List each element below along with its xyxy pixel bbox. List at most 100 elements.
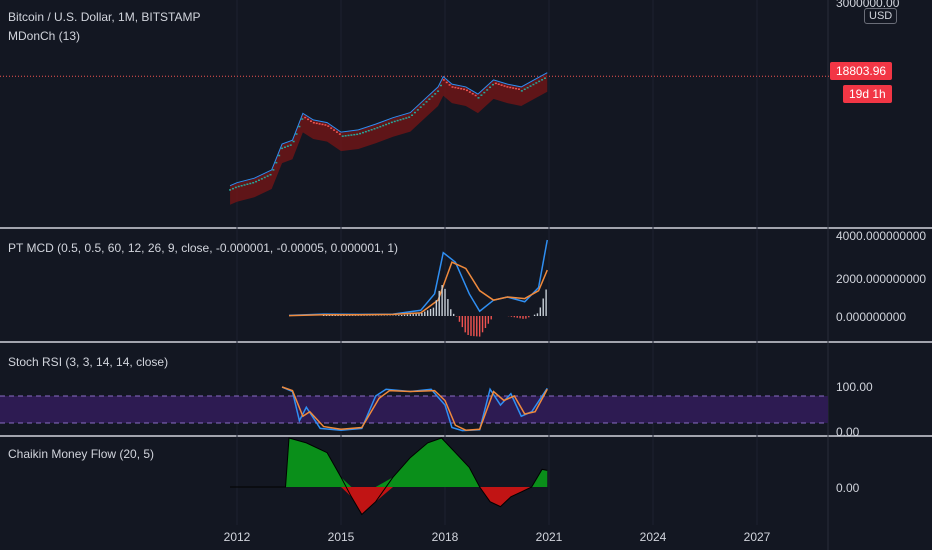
cmf-line	[230, 437, 548, 516]
price-candle	[463, 88, 466, 91]
price-candle	[454, 86, 457, 89]
rsi-series-line	[281, 386, 548, 431]
price-candle	[353, 133, 356, 136]
mcd-histogram-bar	[325, 315, 328, 316]
mcd-histogram-bar	[322, 315, 325, 316]
price-candle	[255, 180, 258, 183]
price-candle	[422, 103, 425, 106]
countdown-badge: 19d 1h	[843, 85, 892, 103]
price-candle	[480, 94, 483, 96]
indicator-ptmcd-label[interactable]: PT MCD (0.5, 0.5, 60, 12, 26, 9, close, …	[8, 241, 399, 255]
price-candle	[231, 187, 234, 190]
mcd-histogram-bar	[464, 316, 466, 333]
mcd-histogram-bar	[337, 315, 339, 316]
mcd-histogram-bar	[432, 307, 435, 316]
mcd-histogram-bar	[461, 316, 464, 328]
price-candle	[379, 125, 382, 128]
price-candle	[260, 178, 263, 180]
mcd-histogram-bar	[516, 316, 518, 318]
price-candle	[338, 133, 341, 135]
rsi-series-line	[281, 386, 548, 432]
price-candle	[448, 84, 451, 86]
mcd-histogram-bar	[452, 313, 455, 316]
price-candle	[425, 101, 428, 103]
mcd-histogram-bar	[331, 315, 334, 316]
price-candle	[370, 129, 373, 131]
mcd-series-line	[288, 261, 548, 317]
mcd-histogram-bar	[458, 316, 461, 322]
mcd-histogram-bar	[467, 316, 469, 335]
price-candle	[359, 132, 362, 135]
mcd-histogram-bar	[441, 285, 443, 316]
mcd-histogram-bar	[519, 316, 521, 319]
price-candle	[413, 111, 416, 114]
price-envelope-line	[229, 72, 548, 187]
price-candle	[515, 87, 518, 90]
price-candle	[431, 95, 434, 98]
price-candle	[517, 88, 520, 90]
mcd-histogram-bar	[334, 315, 336, 316]
mcd-histogram-bar	[542, 298, 544, 316]
mcd-histogram-bar	[412, 314, 414, 316]
price-candle	[335, 131, 338, 133]
mcd-histogram-bar	[528, 316, 530, 318]
price-candle	[321, 123, 324, 126]
price-candle	[240, 184, 243, 187]
price-candle	[304, 116, 307, 119]
donchian-band	[230, 73, 548, 205]
price-candle	[333, 129, 336, 131]
mcd-histogram-bar	[513, 316, 516, 318]
price-candle	[529, 85, 532, 87]
mcd-histogram-bar	[536, 313, 539, 316]
price-candle	[324, 124, 327, 126]
price-candle	[465, 89, 468, 92]
price-candle	[503, 85, 506, 87]
price-candle	[396, 119, 399, 122]
mcd-histogram-bar	[510, 316, 513, 317]
mcd-histogram-bar	[539, 307, 542, 316]
mcd-histogram-bar	[403, 314, 406, 316]
mcd-histogram-bar	[522, 316, 524, 319]
price-candle	[350, 134, 353, 136]
price-candle	[468, 91, 471, 93]
price-candle	[538, 80, 541, 83]
price-candle	[497, 83, 500, 85]
mcd-histogram-bar	[426, 310, 429, 316]
indicator-cmf-label[interactable]: Chaikin Money Flow (20, 5)	[8, 447, 155, 461]
currency-button[interactable]: USD	[864, 8, 898, 24]
price-candle	[301, 118, 304, 120]
price-candle	[387, 122, 390, 125]
price-candle	[281, 147, 284, 150]
indicator-stochrsi-label[interactable]: Stoch RSI (3, 3, 14, 14, close)	[8, 355, 169, 369]
price-candle	[347, 134, 350, 137]
x-tick-label: 2018	[432, 530, 459, 544]
price-candle	[520, 90, 523, 92]
price-candle	[269, 173, 272, 176]
price-candle	[385, 123, 388, 126]
price-candle	[289, 144, 292, 146]
price-candle	[439, 84, 442, 87]
cmf-positive-area	[230, 438, 548, 487]
price-candle	[509, 86, 512, 89]
price-candle	[243, 184, 246, 186]
price-candle	[541, 79, 544, 81]
price-candle	[237, 185, 240, 188]
indicator-mdonch-label[interactable]: MDonCh (13)	[8, 29, 81, 43]
mcd-histogram-bar	[525, 316, 527, 319]
x-tick-label: 2024	[640, 530, 667, 544]
price-candle	[246, 183, 249, 185]
price-candle	[489, 86, 492, 89]
price-candle	[543, 77, 546, 80]
price-candle	[390, 121, 393, 124]
symbol-title[interactable]: Bitcoin / U.S. Dollar, 1M, BITSTAMP	[8, 10, 201, 24]
mcd-histogram-bar	[424, 311, 426, 316]
mcd-histogram-bar	[328, 315, 331, 316]
y-tick-label: 4000.000000000	[836, 229, 926, 243]
price-candle	[500, 84, 503, 86]
price-candle	[361, 131, 364, 134]
price-candle	[434, 93, 437, 95]
price-candle	[416, 109, 419, 111]
price-candle	[506, 86, 509, 88]
price-candle	[491, 83, 494, 86]
